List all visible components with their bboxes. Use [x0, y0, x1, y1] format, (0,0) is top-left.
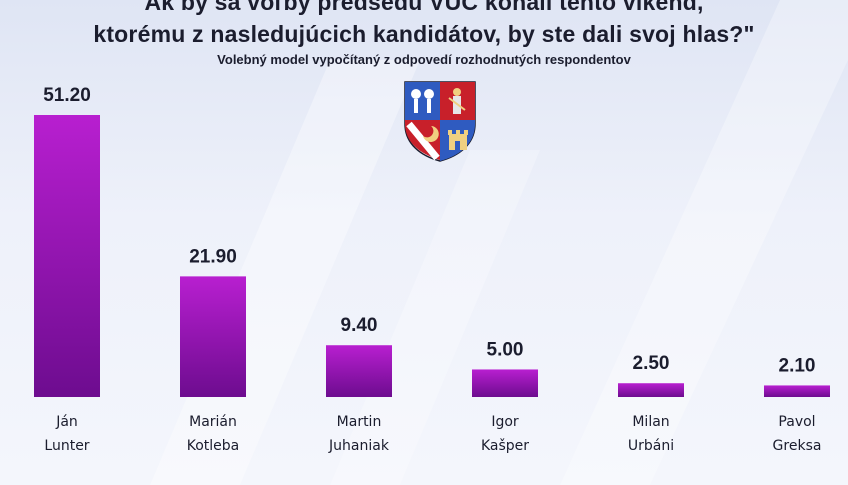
value-label-1: 21.90: [189, 246, 237, 267]
category-label-0-line-0: Ján: [55, 414, 78, 430]
bar-3: [472, 369, 538, 397]
chart-title-line-1: Ak by sa voľby predsedu VÚC konali tento…: [144, 0, 704, 15]
bar-5: [764, 385, 830, 397]
category-label-1-line-1: Kotleba: [187, 438, 240, 454]
value-label-4: 2.50: [633, 353, 670, 374]
bar-1: [180, 276, 246, 397]
bar-0: [34, 115, 100, 397]
bar-4: [618, 383, 684, 397]
category-label-0-line-1: Lunter: [44, 438, 89, 454]
category-label-4-line-1: Urbáni: [628, 438, 674, 454]
chart-header: Ak by sa voľby predsedu VÚC konali tento…: [0, 0, 848, 67]
bar-2: [326, 345, 392, 397]
value-label-3: 5.00: [487, 339, 524, 360]
category-label-1-line-0: Marián: [189, 414, 237, 430]
value-label-0: 51.20: [43, 85, 91, 106]
category-label-2-line-1: Juhaniak: [328, 438, 390, 454]
category-label-4-line-0: Milan: [632, 414, 669, 430]
category-label-3-line-1: Kašper: [481, 438, 529, 454]
category-label-5-line-0: Pavol: [778, 414, 815, 430]
chart-subtitle: Volebný model vypočítaný z odpovedí rozh…: [217, 52, 631, 67]
chart-title-line-2: ktorému z nasledujúcich kandidátov, by s…: [93, 21, 755, 47]
region-coat-of-arms-icon: [404, 81, 476, 162]
category-label-3-line-0: Igor: [491, 414, 519, 430]
category-label-2-line-0: Martin: [337, 414, 382, 430]
value-label-5: 2.10: [779, 355, 816, 376]
value-label-2: 9.40: [341, 315, 378, 336]
category-label-5-line-1: Greksa: [773, 438, 822, 454]
